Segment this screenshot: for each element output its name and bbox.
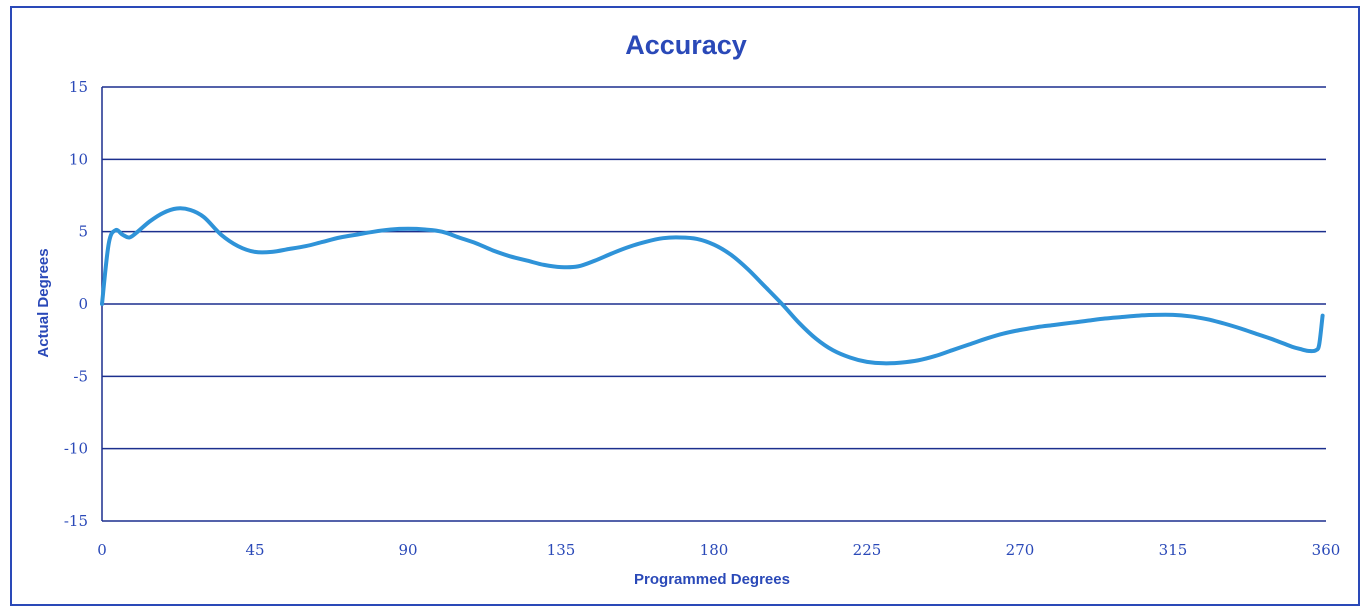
series-line-0: [100, 206, 1325, 366]
grid-lines: [101, 86, 1326, 522]
y-axis-title: Actual Degrees: [35, 248, 52, 357]
x-tick-label: 45: [245, 541, 264, 559]
x-tick-label: 90: [398, 541, 417, 559]
x-tick-label: 270: [1006, 541, 1035, 559]
y-tick-label: 5: [78, 223, 88, 241]
chart-frame: [10, 6, 1360, 606]
x-tick-label: 0: [97, 541, 107, 559]
x-tick-label: 360: [1312, 541, 1341, 559]
x-axis-title: Programmed Degrees: [634, 571, 790, 588]
y-tick-label: 10: [69, 150, 88, 168]
series-layer: [100, 206, 1325, 366]
chart-title: Accuracy: [625, 30, 747, 60]
x-tick-label: 225: [853, 541, 882, 559]
x-tick-label: 135: [547, 541, 576, 559]
x-tick-label: 180: [700, 541, 729, 559]
x-tick-labels: 0 45 90 135 180 225 270 315 360: [97, 541, 1340, 559]
y-tick-labels: 15 10 5 0 -5 -10 -15: [64, 78, 88, 530]
y-tick-label: 15: [69, 78, 88, 96]
y-tick-label: -15: [64, 512, 88, 530]
y-tick-label: -5: [73, 367, 88, 385]
y-tick-label: -10: [64, 440, 88, 458]
x-tick-label: 315: [1159, 541, 1188, 559]
y-tick-label: 0: [78, 295, 88, 313]
